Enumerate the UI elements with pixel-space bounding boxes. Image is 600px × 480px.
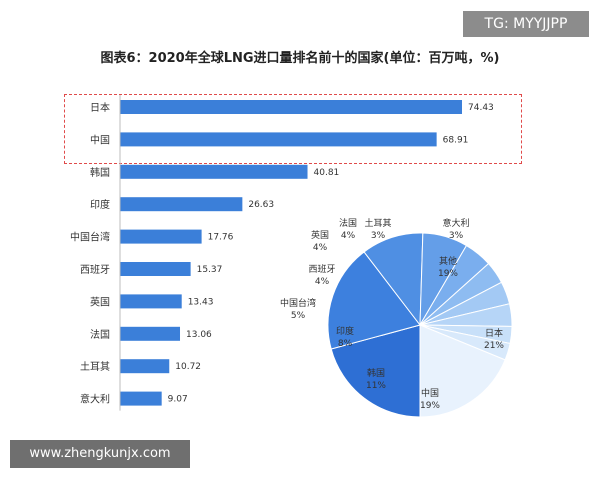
pie-slice	[419, 324, 506, 418]
chart-title: 图表6：2020年全球LNG进口量排名前十的国家(单位：百万吨，%)	[100, 51, 500, 66]
pie-slice	[327, 251, 421, 350]
pie-slice-label: 意大利	[442, 217, 469, 229]
pie-slice-value: 19%	[420, 401, 440, 411]
bar	[120, 391, 162, 406]
highlight-box	[64, 94, 522, 164]
bar	[120, 197, 243, 212]
pie-slice-label: 日本	[485, 327, 503, 339]
bar-category-label: 意大利	[80, 393, 110, 406]
bar	[120, 262, 191, 276]
pie-slice-value: 4%	[341, 231, 356, 241]
pie-slice-label: 中国	[421, 387, 439, 399]
pie-slice-value: 8%	[338, 339, 353, 349]
bar-value-label: 13.06	[186, 330, 212, 340]
pie-slice-value: 4%	[313, 243, 328, 253]
bar	[120, 132, 437, 147]
bar	[120, 164, 308, 179]
bar-value-label: 40.81	[314, 168, 340, 178]
pie-labels: 日本 21% 中国 19% 韩国 11% 印度 8% 中国台湾 5% 西班牙 4% 英国 4% 法国 4% 土耳…	[280, 217, 504, 411]
bar-category-label: 西班牙	[80, 264, 110, 276]
pie-slice-label: 印度	[336, 325, 354, 337]
bar-value-label: 13.43	[188, 297, 214, 307]
bar-category-label: 法国	[90, 328, 110, 341]
pie-slice-label: 英国	[311, 229, 329, 241]
bar-value-label: 15.37	[197, 265, 223, 275]
bar-value-label: 26.63	[248, 200, 274, 210]
pie-slice	[330, 324, 421, 418]
bar	[120, 100, 462, 114]
pie-slice-label: 中国台湾	[280, 297, 316, 309]
bar-value-label: 10.72	[175, 362, 201, 372]
pie-slice-label: 土耳其	[364, 217, 391, 229]
bar-chart: 日本 74.43 中国 68.91 韩国 40.81 印度 26.63 中国台湾 17.76 西班牙…	[70, 95, 494, 411]
bar	[120, 359, 170, 374]
pie-slice-label: 其他	[439, 255, 457, 267]
bar-category-label: 韩国	[90, 166, 110, 179]
pie-slice-value: 21%	[484, 341, 504, 351]
bar-category-label: 英国	[90, 295, 110, 308]
pie-slice-value: 3%	[449, 231, 464, 241]
bar-value-label: 17.76	[208, 233, 234, 243]
bar	[120, 294, 182, 309]
bar-value-label: 9.07	[168, 395, 188, 405]
bar	[120, 229, 202, 244]
bar-value-label: 68.91	[443, 135, 469, 145]
pie-slice-value: 4%	[315, 277, 330, 287]
pie-slice-label: 韩国	[367, 367, 385, 379]
pie-slice-value: 11%	[366, 381, 386, 391]
bar-category-label: 土耳其	[80, 360, 110, 373]
bar-value-label: 74.43	[468, 103, 494, 113]
footer-url[interactable]: www.zhengkunjx.com	[10, 440, 190, 468]
pie-slice-value: 3%	[371, 231, 386, 241]
pie-slice-value: 19%	[438, 269, 458, 279]
tg-badge: TG: MYYJJPP	[463, 11, 589, 37]
bar-category-label: 印度	[90, 198, 110, 211]
bar-category-label: 中国	[90, 133, 110, 146]
pie-slice-label: 法国	[339, 217, 357, 229]
bar	[120, 326, 181, 341]
bar-category-label: 中国台湾	[70, 231, 110, 244]
bar-category-label: 日本	[90, 101, 110, 114]
pie-chart	[327, 232, 513, 418]
pie-slice-label: 西班牙	[308, 263, 335, 275]
pie-slice-value: 5%	[291, 311, 306, 321]
